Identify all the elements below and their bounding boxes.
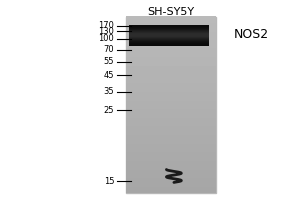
Text: 100: 100 [98, 34, 114, 43]
Text: 15: 15 [104, 177, 114, 186]
Text: 25: 25 [104, 106, 114, 115]
Text: 70: 70 [103, 45, 114, 54]
Text: SH-SY5Y: SH-SY5Y [147, 7, 194, 17]
Text: 55: 55 [104, 57, 114, 66]
Bar [126, 17, 216, 193]
Text: NOS2: NOS2 [234, 28, 269, 41]
Text: 35: 35 [103, 87, 114, 96]
Text: 170: 170 [98, 21, 114, 30]
Text: 45: 45 [104, 71, 114, 80]
Text: 130: 130 [98, 27, 114, 36]
